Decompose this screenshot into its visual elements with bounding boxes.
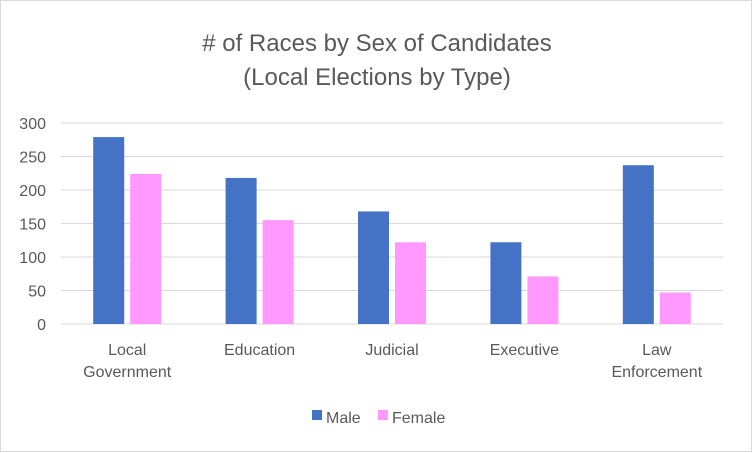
- y-tick-label-300: 300: [19, 116, 46, 133]
- bar-female-0: [130, 173, 162, 324]
- x-tick-label-0-0: Local: [108, 342, 146, 359]
- bar-female-4: [659, 292, 691, 324]
- legend-swatch-male: [312, 410, 322, 420]
- bars: [93, 137, 691, 324]
- y-tick-label-150: 150: [19, 217, 46, 234]
- bar-male-3: [490, 242, 522, 324]
- legend-label-female: Female: [392, 410, 445, 427]
- y-tick-label-250: 250: [19, 150, 46, 167]
- legend-label-male: Male: [326, 410, 361, 427]
- x-tick-label-1-0: Education: [224, 342, 295, 359]
- bar-male-1: [225, 177, 257, 324]
- chart-title-line-2: (Local Elections by Type): [243, 64, 511, 91]
- y-axis-tick-labels: 0 50 100 150 200 250 300: [19, 116, 46, 334]
- bar-female-2: [395, 242, 426, 324]
- bar-male-2: [358, 211, 389, 324]
- bar-male-4: [622, 165, 654, 324]
- legend: Male Female: [312, 410, 445, 427]
- x-tick-label-0-1: Government: [83, 364, 172, 381]
- x-tick-label-3-0: Executive: [490, 342, 559, 359]
- bar-female-1: [262, 220, 294, 324]
- y-tick-label-200: 200: [19, 183, 46, 200]
- bar-female-3: [527, 276, 559, 324]
- y-tick-label-50: 50: [28, 284, 46, 301]
- y-tick-label-0: 0: [37, 317, 46, 334]
- x-tick-label-4-1: Enforcement: [611, 364, 702, 381]
- legend-swatch-female: [378, 410, 388, 420]
- gridlines: [61, 122, 723, 325]
- bar-male-0: [93, 137, 125, 324]
- x-axis-tick-labels: Local Government Education Judicial Executiv…: [83, 342, 703, 381]
- x-tick-label-4-0: Law: [642, 342, 672, 359]
- y-tick-label-100: 100: [19, 250, 46, 267]
- chart-title-line-1: # of Races by Sex of Candidates: [202, 30, 552, 57]
- x-tick-label-2-0: Judicial: [365, 342, 418, 359]
